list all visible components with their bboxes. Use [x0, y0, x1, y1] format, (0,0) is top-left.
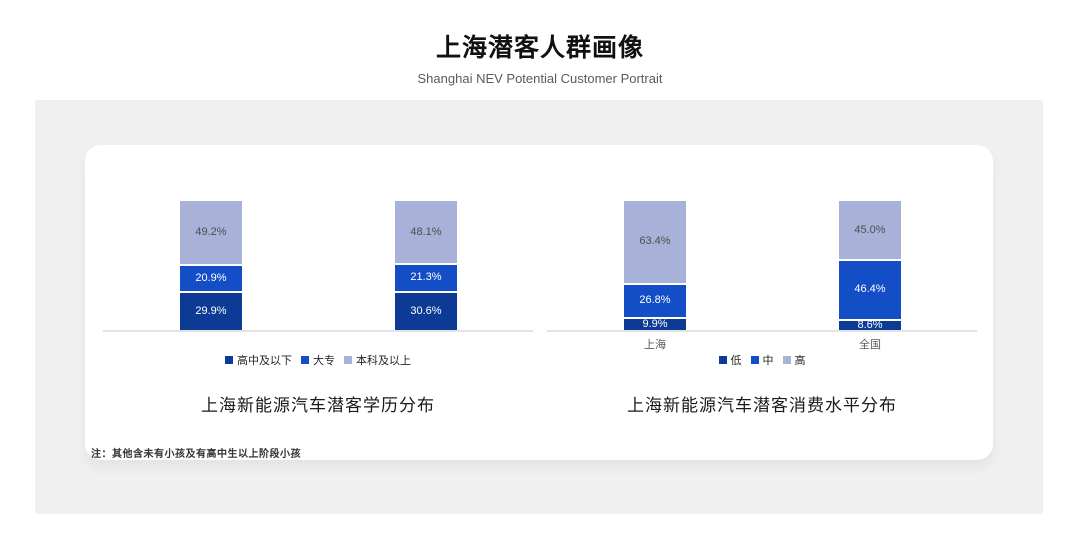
- bar-segment-label: 49.2%: [195, 226, 227, 239]
- legend-swatch: [301, 356, 309, 364]
- bar-segment-label: 21.3%: [410, 271, 442, 284]
- legend-label: 高: [794, 355, 806, 367]
- bar-segment: 29.9%: [180, 291, 242, 330]
- education-chart-title: 上海新能源汽车潜客学历分布: [201, 396, 435, 415]
- page-title: 上海潜客人群画像: [435, 34, 644, 62]
- education-chart-categories: [103, 336, 533, 352]
- consumption-chart-categories: 上海 全国: [547, 336, 977, 352]
- page-subtitle: Shanghai NEV Potential Customer Portrait: [417, 71, 663, 86]
- bar-segment-label: 26.8%: [639, 294, 671, 307]
- consumption-chart-title: 上海新能源汽车潜客消费水平分布: [627, 396, 897, 415]
- education-chart-plot: 49.2% 20.9% 29.9% 48.1% 21.3% 30.6%: [103, 195, 533, 332]
- bar-segment-label: 20.9%: [195, 272, 227, 285]
- bar-segment: 63.4%: [624, 201, 686, 283]
- legend-label: 高中及以下: [237, 355, 292, 367]
- bar-segment: 8.6%: [839, 318, 901, 331]
- bar: 45.0% 46.4% 8.6%: [839, 201, 901, 330]
- bar-segment-label: 29.9%: [195, 305, 227, 318]
- category-label: 上海: [644, 339, 666, 351]
- legend-label: 本科及以上: [356, 355, 411, 367]
- consumption-chart-legend: 低中高: [547, 353, 977, 367]
- education-chart-legend: 高中及以下 大专 本科及以上: [103, 353, 533, 367]
- legend-swatch: [750, 356, 759, 364]
- education-chart: 49.2% 20.9% 29.9% 48.1% 21.3% 30.6% 高中及以下 大专 本科…: [103, 195, 533, 445]
- legend-swatch: [225, 356, 233, 364]
- bar: 49.2% 20.9% 29.9%: [180, 201, 242, 330]
- bar-segment: 9.9%: [624, 317, 686, 330]
- legend-swatch: [344, 356, 352, 364]
- bar-segment-label: 45.0%: [854, 223, 886, 236]
- category-label: 全国: [859, 339, 881, 351]
- bar-segment-label: 9.9%: [642, 318, 668, 331]
- legend-label: 低: [730, 355, 742, 367]
- legend-item: 本科及以上: [344, 352, 411, 368]
- bar-segment-label: 46.4%: [854, 283, 886, 296]
- legend-label: 中: [762, 355, 774, 367]
- bar: 48.1% 21.3% 30.6%: [395, 201, 457, 330]
- legend-label: 大专: [313, 355, 335, 367]
- bar: 63.4% 26.8% 9.9%: [624, 201, 686, 330]
- legend-swatch: [718, 356, 727, 364]
- bar-segment-label: 8.6%: [857, 318, 883, 331]
- bar-segment: 30.6%: [395, 290, 457, 330]
- bar-segment: 21.3%: [395, 263, 457, 291]
- legend-item: 低: [718, 352, 742, 368]
- legend-item: 中: [750, 352, 774, 368]
- footnote: 注：其他含未有小孩及有高中生以上阶段小孩: [91, 449, 301, 460]
- bar-segment: 20.9%: [180, 264, 242, 292]
- legend-item: 大专: [301, 352, 335, 368]
- bar-segment: 26.8%: [624, 282, 686, 318]
- bar-segment: 48.1%: [395, 201, 457, 264]
- bar-segment: 49.2%: [180, 201, 242, 265]
- content-card: 49.2% 20.9% 29.9% 48.1% 21.3% 30.6% 高中及以下 大专 本科…: [85, 145, 993, 460]
- bar-segment-label: 30.6%: [410, 304, 442, 317]
- page-header: 上海潜客人群画像 Shanghai NEV Potential Customer…: [0, 28, 1080, 86]
- bar-segment-label: 63.4%: [639, 235, 671, 248]
- bar-segment-label: 48.1%: [410, 225, 442, 238]
- bar-segment: 45.0%: [839, 201, 901, 260]
- legend-item: 高中及以下: [225, 352, 292, 368]
- consumption-chart-plot: 63.4% 26.8% 9.9% 45.0% 46.4% 8.6%: [547, 195, 977, 332]
- legend-item: 高: [782, 352, 806, 368]
- consumption-chart: 63.4% 26.8% 9.9% 45.0% 46.4% 8.6% 上海 全国 低 中 高 上海…: [547, 195, 977, 445]
- legend-swatch: [782, 356, 791, 364]
- bar-segment: 46.4%: [839, 259, 901, 319]
- background-panel: 49.2% 20.9% 29.9% 48.1% 21.3% 30.6% 高中及以下 大专 本科…: [35, 100, 1043, 514]
